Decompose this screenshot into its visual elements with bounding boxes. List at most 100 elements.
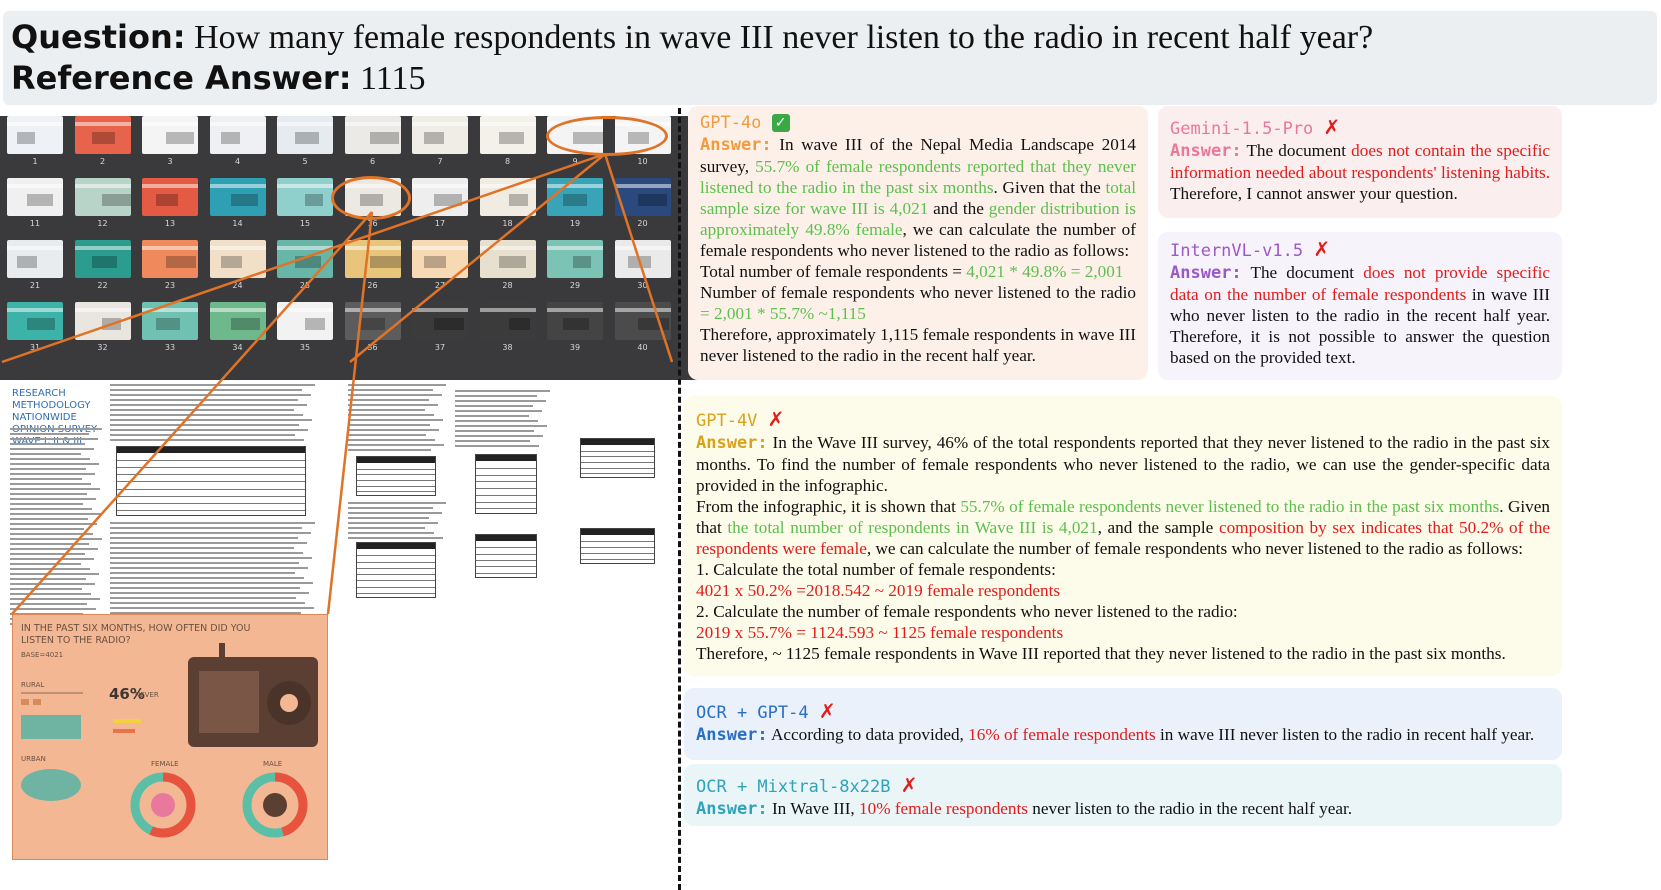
page-thumbnail[interactable] (344, 116, 401, 154)
answer-label: Answer: (696, 433, 768, 453)
page-thumbnail-grid: 1 2 3 4 5 6 7 8 9 10 11 12 13 14 15 16 17 18 19 20 21 22 23 24 2… (0, 116, 715, 380)
answer-card-gpt4o: GPT-4o ✓ Answer: In wave III of the Nepa… (688, 106, 1148, 380)
document-text-line (10, 448, 94, 450)
page-thumbnail[interactable] (547, 178, 603, 216)
document-text-line (110, 597, 296, 599)
page-thumbnail[interactable] (74, 178, 131, 216)
page-thumbnail[interactable] (479, 178, 536, 216)
table-row (581, 559, 654, 560)
internvl-answer: Answer: The document does not provide sp… (1170, 262, 1550, 368)
thumbnail-detail (344, 122, 401, 126)
document-text-line (10, 553, 85, 555)
answer-text: In Wave III, (771, 799, 860, 818)
answer-highlight-green: 4,021 * 49.8% = 2,001 (966, 262, 1124, 281)
page-thumbnail[interactable] (209, 240, 266, 278)
thumbnail-page-number: 3 (167, 157, 173, 166)
page-thumbnail[interactable] (614, 240, 671, 278)
gpt4v-step-1: 1. Calculate the total number of female … (696, 560, 1056, 579)
thumbnail-detail (277, 308, 333, 312)
page-thumbnail[interactable] (142, 116, 198, 154)
document-text-line (10, 578, 86, 580)
page-thumbnail[interactable] (7, 116, 63, 154)
thumbnail-detail (412, 308, 468, 312)
answer-text: . Given that the (993, 178, 1106, 197)
page-thumbnail[interactable] (209, 116, 266, 154)
document-text-line (110, 602, 305, 604)
document-text-line (10, 603, 87, 605)
document-text-line (10, 533, 93, 535)
page-thumbnail[interactable] (142, 178, 198, 216)
thumbnail-page-number: 27 (434, 281, 446, 290)
thumbnail-page-number: 10 (637, 157, 648, 166)
page-thumbnail[interactable] (277, 240, 333, 278)
page-thumbnail[interactable] (412, 240, 468, 278)
document-text-line (110, 547, 294, 549)
thumbnail-detail (142, 184, 198, 188)
page-thumbnail[interactable] (614, 302, 671, 340)
page-thumbnail[interactable] (344, 302, 401, 340)
thumbnail-detail (7, 184, 63, 188)
page-thumbnail[interactable] (7, 240, 63, 278)
page-thumbnail[interactable] (547, 240, 603, 278)
page-thumbnail[interactable] (74, 116, 131, 154)
thumbnail-page-number: 14 (232, 219, 243, 228)
page-thumbnail[interactable] (209, 302, 266, 340)
thumbnail-detail (627, 256, 651, 268)
thumbnail-detail (295, 132, 319, 144)
thumbnail-detail (142, 308, 198, 312)
table-header (476, 535, 536, 541)
page-thumbnail[interactable] (479, 302, 536, 340)
thumbnail-page-number: 40 (637, 343, 648, 352)
page-thumbnail[interactable] (74, 240, 131, 278)
thumbnail-detail (142, 122, 198, 126)
document-text-line (10, 608, 96, 610)
thumbnail-detail (637, 318, 669, 330)
thumbnail-detail (277, 246, 333, 250)
page-thumbnail[interactable] (74, 302, 131, 340)
page-thumbnail[interactable] (412, 302, 468, 340)
page-thumbnail[interactable] (412, 116, 468, 154)
page-thumbnail[interactable] (209, 178, 266, 216)
page-thumbnail[interactable] (412, 178, 468, 216)
page-thumbnail[interactable] (614, 178, 671, 216)
table-row (117, 502, 305, 504)
page-thumbnail[interactable] (277, 116, 333, 154)
page-thumbnail[interactable] (479, 116, 536, 154)
document-text-line (110, 527, 302, 529)
document-text-line (110, 434, 295, 436)
document-text-line (455, 405, 533, 407)
page-thumbnail[interactable] (547, 302, 603, 340)
answer-text: in wave III never listen to the radio in… (1155, 725, 1535, 744)
thumbnail-detail (209, 246, 266, 250)
thumbnail-detail (91, 256, 117, 268)
answer-highlight-green: = 2,001 * 55.7% ~1,115 (700, 304, 866, 323)
page-thumbnail[interactable] (277, 302, 333, 340)
document-text-line (10, 473, 95, 475)
model-name-internvl: InternVL-v1.5 ✗ (1170, 238, 1550, 262)
cross-icon: ✗ (818, 699, 836, 723)
page-thumbnail[interactable] (344, 240, 401, 278)
thumbnail-detail (101, 318, 121, 330)
page-thumbnail[interactable] (277, 178, 333, 216)
thumbnail-detail (424, 132, 444, 144)
document-text-line (455, 435, 543, 437)
model-name-text: OCR + Mixtral-8x22B (696, 777, 891, 797)
page-thumbnail[interactable] (7, 178, 63, 216)
thumbnail-detail (412, 122, 468, 126)
document-text-line (10, 433, 89, 435)
document-text-line (110, 522, 315, 524)
document-text-line (110, 577, 304, 579)
document-text-line (10, 463, 99, 465)
document-text-line (110, 592, 309, 594)
table-row (476, 508, 536, 510)
thumbnail-detail (434, 194, 462, 206)
gpt4v-step-2: 2. Calculate the number of female respon… (696, 602, 1238, 621)
thumbnail-detail (563, 318, 589, 330)
page-thumbnail[interactable] (142, 240, 198, 278)
gpt4o-paragraph-3: Number of female respondents who never l… (700, 282, 1136, 324)
document-text-line (110, 572, 295, 574)
page-thumbnail[interactable] (7, 302, 63, 340)
question-header: Question: How many female respondents in… (3, 11, 1657, 105)
page-thumbnail[interactable] (142, 302, 198, 340)
page-thumbnail[interactable] (479, 240, 536, 278)
